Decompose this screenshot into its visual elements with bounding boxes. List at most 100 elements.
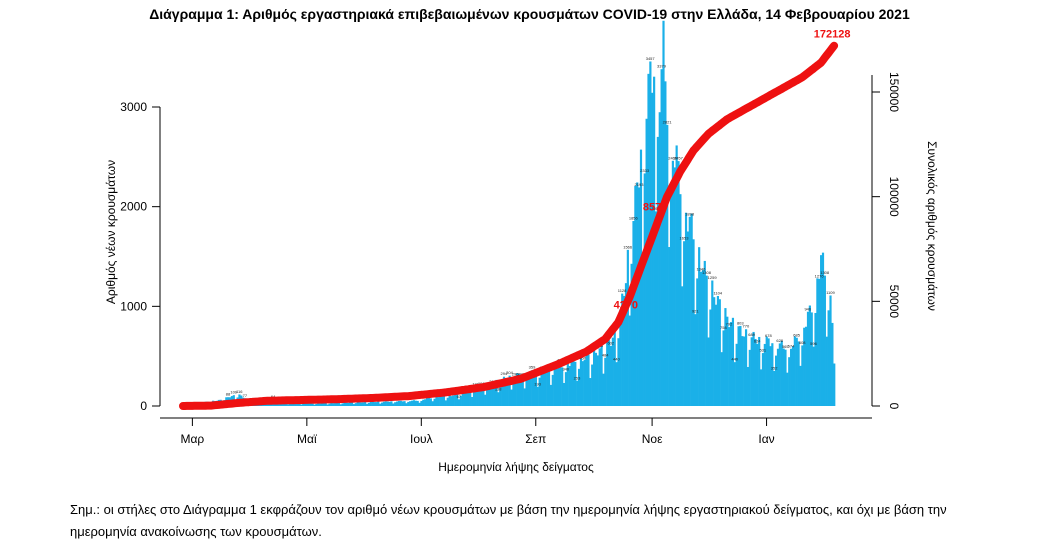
bar — [795, 337, 798, 406]
bar — [664, 81, 667, 406]
bar — [729, 322, 733, 406]
bar — [328, 403, 331, 406]
bar — [285, 403, 288, 406]
bar — [656, 136, 659, 406]
bar — [555, 368, 558, 406]
bar — [309, 403, 312, 406]
bar — [394, 402, 397, 406]
bar-value-label: 484 — [602, 352, 609, 357]
bar — [549, 384, 553, 406]
bar — [827, 310, 830, 406]
bar — [621, 293, 624, 406]
bar — [439, 395, 442, 406]
bar — [568, 366, 571, 406]
bar-value-label: 440 — [731, 357, 738, 362]
bar — [731, 317, 735, 406]
bar — [431, 401, 434, 406]
bar — [805, 326, 808, 406]
bar — [703, 260, 706, 406]
bar — [752, 331, 755, 406]
bar — [609, 346, 613, 406]
bar — [668, 247, 671, 406]
x-tick-label: Μαϊ — [297, 432, 317, 446]
bar — [750, 337, 753, 406]
bar — [388, 401, 391, 406]
bar — [504, 378, 507, 406]
bar — [604, 357, 607, 406]
bar — [821, 252, 825, 406]
bar — [459, 395, 462, 406]
bar — [407, 401, 410, 406]
bar — [437, 397, 440, 406]
bar — [377, 401, 380, 406]
bar — [660, 69, 663, 407]
bar — [495, 379, 498, 406]
x-tick-label: Σεπ — [525, 432, 546, 446]
bar-value-label: 304 — [506, 370, 513, 375]
bar — [386, 401, 389, 406]
bar — [692, 239, 695, 406]
bar — [534, 373, 538, 406]
bar — [816, 278, 819, 406]
bar — [547, 371, 551, 406]
bar — [418, 402, 421, 406]
bar — [718, 299, 721, 406]
bar — [399, 400, 402, 406]
bar — [741, 336, 744, 406]
bar-value-label: 1276 — [815, 273, 825, 278]
bar-value-label: 1308 — [702, 270, 712, 275]
bar — [598, 348, 601, 406]
bar — [433, 398, 436, 406]
bar-value-label: 2333 — [640, 168, 650, 173]
bar-value-label: 1109 — [826, 290, 835, 295]
bar — [602, 373, 605, 406]
bar — [810, 312, 813, 406]
bar-value-label: 193 — [534, 381, 541, 386]
bar — [681, 286, 684, 406]
bar — [442, 396, 446, 406]
bar — [302, 403, 305, 406]
bar — [322, 403, 325, 406]
bar-value-label: 602 — [607, 341, 614, 346]
bar-value-label: 1259 — [708, 275, 718, 280]
bar — [743, 336, 746, 406]
bar — [347, 402, 350, 406]
bar — [379, 403, 382, 406]
bar — [587, 354, 590, 406]
bar — [562, 382, 566, 406]
bar — [673, 167, 676, 406]
bar — [350, 402, 354, 406]
bar — [384, 401, 387, 406]
x-tick-label: Ιουλ — [410, 432, 433, 446]
bar — [487, 383, 491, 406]
bar — [713, 297, 716, 406]
bar — [756, 343, 759, 406]
bar — [613, 325, 616, 406]
bar — [788, 357, 791, 406]
bar — [510, 389, 513, 407]
bar — [559, 362, 562, 406]
bar — [317, 403, 320, 406]
bar — [769, 346, 772, 406]
bar — [714, 304, 718, 406]
x-tick-label: Ιαν — [758, 432, 774, 446]
bar — [461, 391, 464, 406]
y-tick-label: 2000 — [120, 200, 147, 214]
bar — [638, 187, 641, 406]
bar — [501, 379, 504, 406]
bar — [482, 384, 485, 406]
bar-series — [182, 20, 836, 407]
bar — [292, 403, 295, 406]
bar — [624, 283, 628, 406]
bar — [392, 403, 395, 406]
bar-value-label: 138 — [495, 387, 502, 392]
bar — [829, 295, 832, 406]
bar — [654, 211, 658, 406]
y2-tick-label: 50000 — [887, 285, 901, 319]
bar — [311, 403, 314, 406]
bar — [287, 404, 290, 406]
bar — [506, 379, 509, 406]
bar-value-label: 2460 — [668, 155, 678, 160]
bar — [422, 399, 425, 406]
bar — [733, 362, 736, 406]
